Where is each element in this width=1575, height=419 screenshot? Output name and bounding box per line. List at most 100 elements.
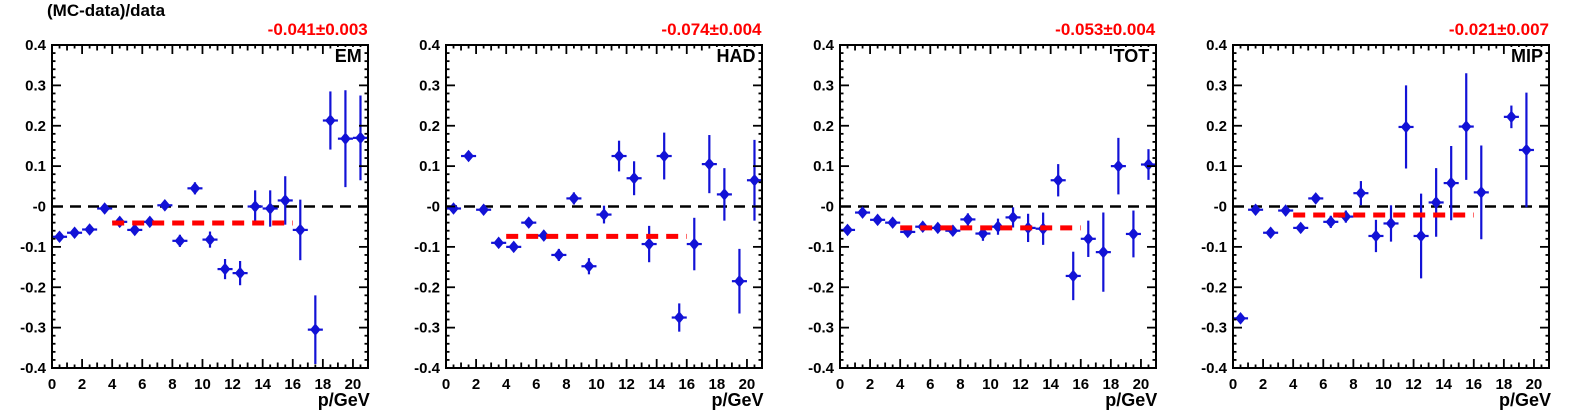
x-tick-label: 12 <box>618 376 635 393</box>
marker-diamond <box>1280 204 1292 217</box>
marker-diamond <box>658 149 670 163</box>
y-tick-label: -0.2 <box>808 279 834 296</box>
data-points <box>52 90 368 364</box>
x-tick-label: 16 <box>678 376 695 393</box>
y-tick-label: 0.4 <box>419 37 441 54</box>
y-tick-label: 0.3 <box>25 77 46 94</box>
x-tick-label: 2 <box>865 376 873 393</box>
x-tick-label: 0 <box>835 376 843 393</box>
em-fit-value: -0.041±0.003 <box>267 20 368 39</box>
marker-diamond <box>1097 245 1109 259</box>
x-tick-label: 18 <box>708 376 725 393</box>
x-tick-label: 10 <box>982 376 999 393</box>
marker-diamond <box>1506 110 1517 124</box>
x-tick-label: 8 <box>562 376 570 393</box>
axis-tick-labels: 0 2 4 6 8 10 12 14 16 18 20 0.4 0.3 0.2 0.1 -0 -0.1 -0.2 -… <box>20 37 361 393</box>
marker-diamond <box>69 226 80 240</box>
x-tick-label: 10 <box>1375 376 1392 393</box>
marker-diamond <box>249 200 261 213</box>
marker-diamond <box>1476 186 1487 199</box>
marker-diamond <box>189 182 201 195</box>
mip-panel-label: MIP <box>1508 46 1545 66</box>
y-tick-label: -0.1 <box>808 239 834 256</box>
tot-plot-canvas: 0 2 4 6 8 10 12 14 16 18 20 0.4 0.3 0.2 0.1 -0 -0.1 -0.2 -… <box>808 37 1157 393</box>
marker-diamond <box>1112 159 1124 173</box>
mip-fit-value: -0.021±0.007 <box>1448 20 1549 39</box>
x-tick-label: 18 <box>1496 376 1513 393</box>
marker-diamond <box>1355 186 1367 200</box>
y-tick-label: -0 <box>820 199 833 216</box>
marker-diamond <box>1310 192 1322 205</box>
x-tick-label: 20 <box>345 376 362 393</box>
marker-diamond <box>234 266 246 280</box>
marker-diamond <box>219 262 231 276</box>
x-tick-label: 12 <box>1012 376 1029 393</box>
x-tick-label: 6 <box>1319 376 1327 393</box>
marker-diamond <box>463 149 474 163</box>
x-tick-label: 0 <box>48 376 56 393</box>
marker-diamond <box>159 199 171 212</box>
marker-diamond <box>264 202 276 215</box>
y-tick-label: 0.4 <box>813 37 835 54</box>
marker-diamond <box>448 202 459 215</box>
marker-diamond <box>841 223 853 237</box>
marker-diamond <box>718 188 730 201</box>
marker-diamond <box>340 132 351 145</box>
x-tick-label: 14 <box>1042 376 1059 393</box>
tot-panel-label: TOT <box>1111 46 1152 66</box>
x-tick-label: 8 <box>956 376 964 393</box>
marker-diamond <box>325 114 336 127</box>
y-tick-label: -0.3 <box>1201 320 1227 337</box>
marker-diamond <box>84 223 95 236</box>
y-tick-label: 0.3 <box>419 77 440 94</box>
marker-diamond <box>871 213 883 227</box>
marker-diamond <box>628 171 640 185</box>
had-fit-value: -0.074±0.004 <box>661 20 762 39</box>
y-tick-label: 0.4 <box>1206 37 1228 54</box>
marker-diamond <box>493 236 504 250</box>
data-points <box>445 132 762 332</box>
x-tick-label: 16 <box>284 376 301 393</box>
marker-diamond <box>1521 143 1532 157</box>
panel-em: 0 2 4 6 8 10 12 14 16 18 20 0.4 0.3 0.2 0.1 -0 -0.1 -0.2 -… <box>0 0 394 419</box>
marker-diamond <box>856 206 868 219</box>
marker-diamond <box>568 192 579 205</box>
y-tick-label: -0.3 <box>808 320 834 337</box>
x-tick-label: 16 <box>1466 376 1483 393</box>
x-tick-label: 20 <box>1526 376 1543 393</box>
x-tick-label: 18 <box>1102 376 1119 393</box>
panel-had: 0 2 4 6 8 10 12 14 16 18 20 0.4 0.3 0.2 0.1 -0 -0.1 -0.2 -… <box>394 0 788 419</box>
y-tick-label: -0.3 <box>414 320 440 337</box>
marker-diamond <box>1401 120 1412 134</box>
had-panel-label: HAD <box>714 46 758 66</box>
marker-diamond <box>1082 232 1094 246</box>
x-tick-label: 10 <box>194 376 211 393</box>
marker-diamond <box>99 202 110 215</box>
marker-diamond <box>295 223 306 237</box>
marker-diamond <box>478 203 489 217</box>
x-tick-label: 6 <box>138 376 146 393</box>
y-tick-label: 0.2 <box>1206 118 1227 135</box>
x-tick-label: 0 <box>1229 376 1237 393</box>
had-plot-canvas: 0 2 4 6 8 10 12 14 16 18 20 0.4 0.3 0.2 0.1 -0 -0.1 -0.2 -… <box>414 37 763 393</box>
axis-ticks <box>1232 44 1551 369</box>
axis-ticks <box>444 44 763 369</box>
marker-diamond <box>1325 215 1337 229</box>
y-tick-label: -0.2 <box>1201 279 1227 296</box>
x-tick-label: 6 <box>532 376 540 393</box>
marker-diamond <box>1052 173 1063 187</box>
x-tick-label: 20 <box>738 376 755 393</box>
marker-diamond <box>523 216 534 229</box>
marker-diamond <box>643 237 655 251</box>
marker-diamond <box>886 216 898 229</box>
plot-frame <box>51 44 369 369</box>
figure-title: (MC-data)/data <box>47 1 166 20</box>
marker-diamond <box>54 230 65 244</box>
marker-diamond <box>1461 120 1472 133</box>
marker-diamond <box>748 173 760 187</box>
x-tick-label: 20 <box>1132 376 1149 393</box>
y-tick-label: 0.1 <box>813 158 834 175</box>
y-tick-label: -0.1 <box>414 239 440 256</box>
panel-mip: 0 2 4 6 8 10 12 14 16 18 20 0.4 0.3 0.2 0.1 -0 -0.1 -0.2 -… <box>1181 0 1575 419</box>
